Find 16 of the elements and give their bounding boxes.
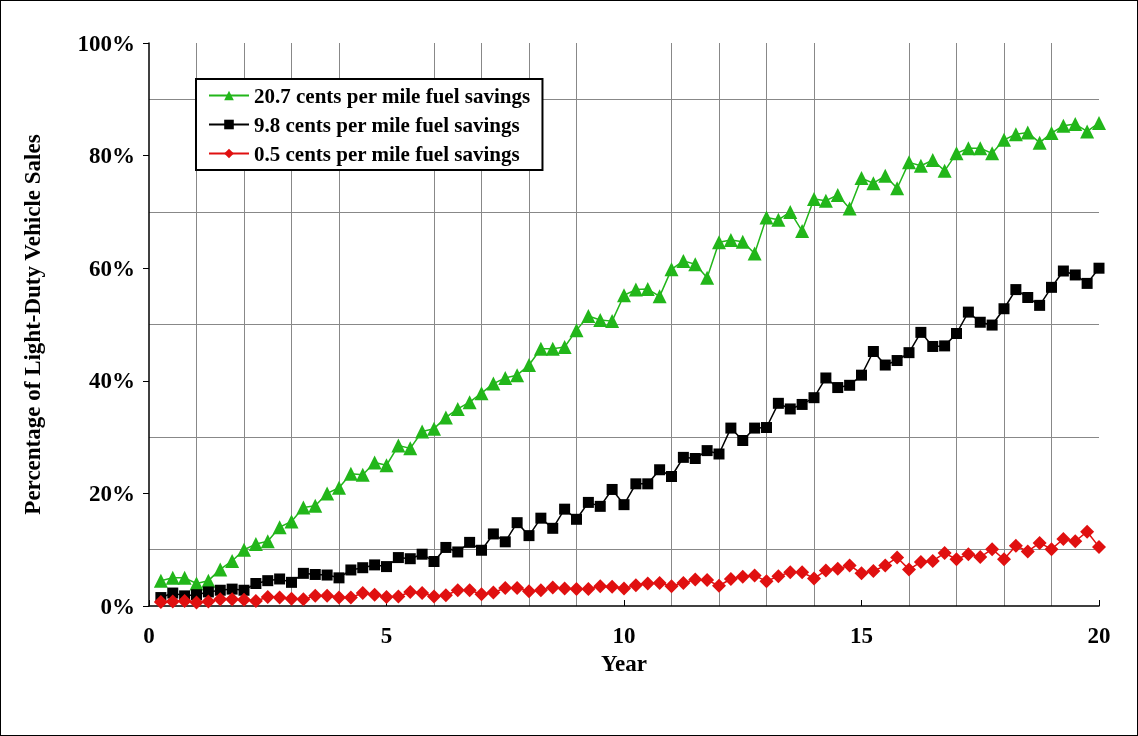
x-tick-label: 10: [612, 623, 636, 648]
x-tick-label: 20: [1087, 623, 1111, 648]
y-axis-title: Percentage of Light-Duty Vehicle Sales: [20, 134, 45, 515]
legend-label: 9.8 cents per mile fuel savings: [254, 112, 520, 137]
x-tick-label: 0: [143, 623, 155, 648]
y-tick-label: 100%: [77, 30, 135, 56]
y-tick-label: 80%: [89, 143, 135, 169]
y-tick-label: 40%: [89, 368, 135, 394]
x-axis-title: Year: [601, 650, 647, 676]
x-tick-label: 5: [380, 623, 393, 648]
legend-label: 20.7 cents per mile fuel savings: [254, 83, 531, 108]
y-tick-label: 60%: [89, 255, 135, 281]
y-tick-label: 0%: [100, 593, 135, 619]
y-tick-label: 20%: [89, 480, 135, 506]
x-tick-label: 15: [850, 623, 873, 648]
legend-label: 0.5 cents per mile fuel savings: [254, 141, 520, 166]
